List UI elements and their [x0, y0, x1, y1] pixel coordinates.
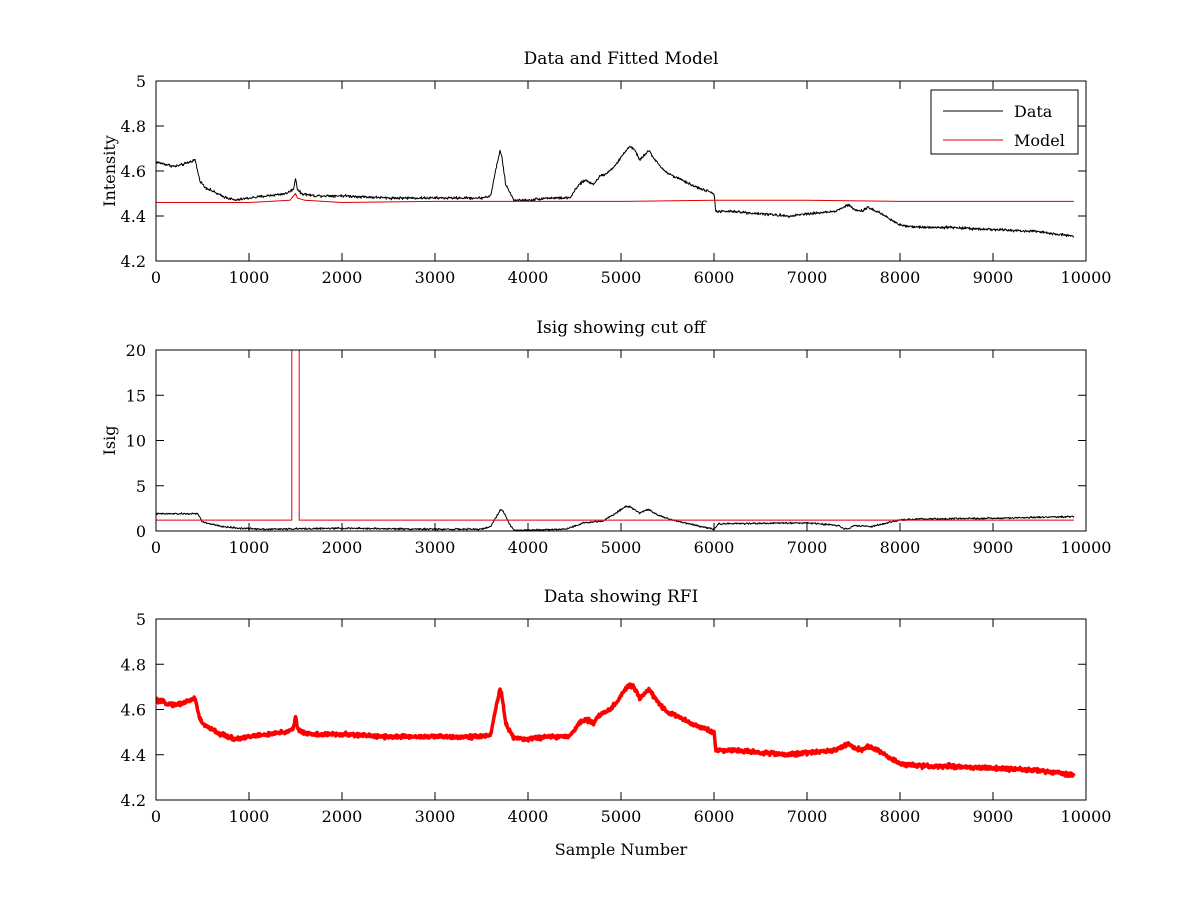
x-tick-label: 7000	[787, 807, 828, 826]
x-tick-label: 7000	[787, 538, 828, 557]
y-tick-label: 10	[126, 432, 146, 451]
x-tick-label: 7000	[787, 268, 828, 287]
y-tick-label: 5	[136, 477, 146, 496]
y-axis-label: Intensity	[100, 135, 119, 207]
series-line-data	[156, 145, 1075, 238]
series-line-3-1	[156, 682, 1076, 779]
x-tick-label: 8000	[880, 807, 921, 826]
x-tick-label: 1000	[229, 807, 270, 826]
y-tick-label: 4.6	[121, 701, 146, 720]
y-axis-label: Isig	[100, 426, 119, 456]
y-tick-label: 4.4	[121, 746, 146, 765]
x-tick-label: 2000	[322, 807, 363, 826]
x-tick-label: 1000	[229, 268, 270, 287]
chart-title: Isig showing cut off	[536, 318, 707, 338]
x-tick-label: 9000	[973, 268, 1014, 287]
x-tick-label: 4000	[508, 268, 549, 287]
y-tick-label: 4.6	[121, 162, 146, 181]
legend-box	[930, 89, 1079, 155]
x-tick-label: 0	[151, 268, 161, 287]
x-tick-label: 6000	[694, 268, 735, 287]
x-tick-label: 10000	[1061, 538, 1112, 557]
x-axis-label: Sample Number	[555, 840, 688, 859]
x-tick-label: 2000	[322, 538, 363, 557]
x-tick-label: 5000	[601, 807, 642, 826]
series-line-model	[156, 193, 1074, 203]
y-tick-label: 4.8	[121, 117, 146, 136]
legend-label-data: Data	[1014, 102, 1053, 121]
x-tick-label: 9000	[973, 538, 1014, 557]
x-tick-label: 8000	[880, 538, 921, 557]
x-tick-label: 6000	[694, 538, 735, 557]
x-tick-label: 5000	[601, 268, 642, 287]
x-tick-label: 5000	[601, 538, 642, 557]
y-tick-label: 4.2	[121, 252, 146, 271]
y-tick-label: 20	[126, 341, 146, 360]
chart-panel-2: 0 1000 2000 3000 4000 5000 6000 7000 8000 9000 100…	[100, 318, 1111, 557]
chart-panel-1: 0 1000 2000 3000 4000 5000 6000 7000 8000 9000 100…	[100, 49, 1111, 287]
chart-title: Data showing RFI	[544, 587, 699, 607]
x-tick-label: 4000	[508, 538, 549, 557]
x-tick-label: 3000	[415, 807, 456, 826]
x-tick-label: 4000	[508, 807, 549, 826]
x-tick-label: 6000	[694, 807, 735, 826]
x-tick-label: 10000	[1061, 807, 1112, 826]
series-line-2-2	[156, 350, 1074, 521]
chart-panel-3: 0 1000 2000 3000 4000 5000 6000 7000 8000 9000 100…	[121, 587, 1112, 859]
x-tick-label: 8000	[880, 268, 921, 287]
y-tick-label: 4.2	[121, 791, 146, 810]
legend-label-model: Model	[1014, 131, 1065, 150]
y-tick-label: 5	[136, 610, 146, 629]
legend: Data Model	[930, 89, 1079, 155]
x-tick-label: 1000	[229, 538, 270, 557]
y-tick-label: 4.8	[121, 655, 146, 674]
plot-area	[156, 350, 1086, 531]
x-tick-label: 3000	[415, 538, 456, 557]
x-tick-label: 0	[151, 807, 161, 826]
chart-title: Data and Fitted Model	[524, 49, 719, 69]
series-line-2-1	[156, 505, 1075, 531]
x-tick-label: 9000	[973, 807, 1014, 826]
x-tick-label: 10000	[1061, 268, 1112, 287]
y-tick-label: 5	[136, 72, 146, 91]
x-tick-label: 2000	[322, 268, 363, 287]
x-tick-label: 3000	[415, 268, 456, 287]
y-tick-label: 15	[126, 386, 146, 405]
plot-area	[156, 619, 1086, 800]
y-tick-label: 4.4	[121, 207, 146, 226]
y-tick-label: 0	[136, 522, 146, 541]
x-tick-label: 0	[151, 538, 161, 557]
